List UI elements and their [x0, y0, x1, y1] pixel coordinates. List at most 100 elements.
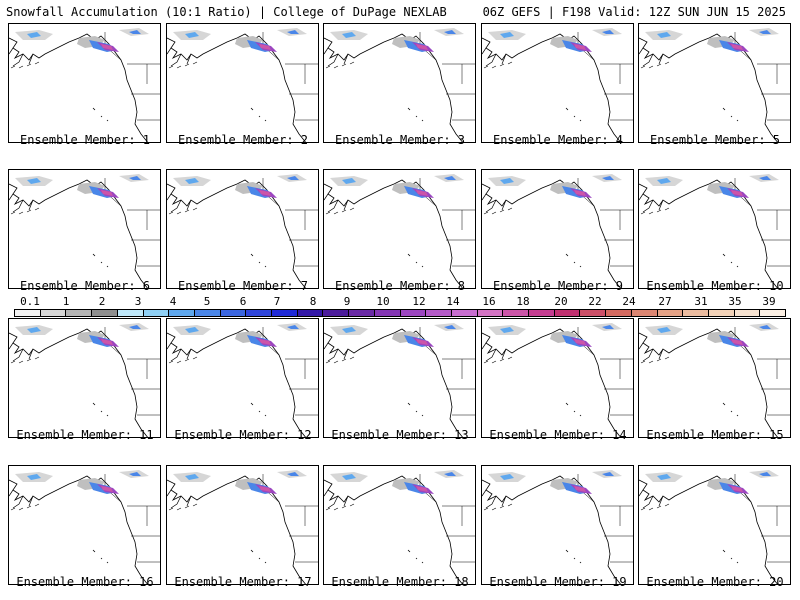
- map-graphic: [482, 170, 634, 289]
- ensemble-member-label: Ensemble Member: 20: [646, 575, 784, 589]
- color-swatch: [40, 310, 67, 316]
- color-swatch: [683, 310, 709, 316]
- map-graphic: [9, 319, 161, 438]
- color-scale-tick-label: 14: [446, 295, 460, 308]
- map-graphic: [482, 319, 634, 438]
- color-swatch: [426, 310, 452, 316]
- ensemble-map-panel: [481, 465, 634, 585]
- color-swatch: [272, 310, 298, 316]
- map-graphic: [9, 170, 161, 289]
- ensemble-member-label: Ensemble Member: 18: [331, 575, 469, 589]
- color-swatch: [143, 310, 170, 316]
- ensemble-map-panel: [8, 23, 161, 143]
- ensemble-member-label: Ensemble Member: 9: [492, 279, 624, 293]
- run-valid-time: 06Z GEFS | F198 Valid: 12Z SUN JUN 15 20…: [482, 5, 786, 19]
- ensemble-member-label: Ensemble Member: 8: [334, 279, 466, 293]
- ensemble-member-label: Ensemble Member: 3: [334, 133, 466, 147]
- color-scale-tick-label: 20: [554, 295, 568, 308]
- map-title: Snowfall Accumulation (10:1 Ratio) | Col…: [6, 5, 447, 19]
- ensemble-map-panel: [323, 23, 476, 143]
- map-graphic: [639, 170, 791, 289]
- map-graphic: [639, 466, 791, 585]
- ensemble-map-panel: [481, 318, 634, 438]
- ensemble-member-label: Ensemble Member: 6: [19, 279, 151, 293]
- ensemble-map-panel: [323, 169, 476, 289]
- ensemble-member-label: Ensemble Member: 5: [649, 133, 781, 147]
- ensemble-member-label: Ensemble Member: 4: [492, 133, 624, 147]
- map-graphic: [324, 24, 476, 143]
- ensemble-map-panel: [638, 318, 791, 438]
- ensemble-member-label: Ensemble Member: 1: [19, 133, 151, 147]
- color-scale-tick-label: 12: [412, 295, 426, 308]
- ensemble-member-label: Ensemble Member: 16: [16, 575, 154, 589]
- color-scale-tick-label: 39: [762, 295, 776, 308]
- color-swatch: [734, 310, 761, 316]
- color-swatch: [246, 310, 273, 316]
- ensemble-member-label: Ensemble Member: 12: [174, 428, 312, 442]
- color-scale-tick-label: 8: [309, 295, 317, 308]
- color-scale-tick-label: 9: [343, 295, 351, 308]
- map-graphic: [9, 24, 161, 143]
- color-scale-tick-label: 3: [134, 295, 142, 308]
- color-swatch: [349, 310, 375, 316]
- map-graphic: [167, 466, 319, 585]
- map-graphic: [324, 170, 476, 289]
- color-scale-tick-label: 35: [728, 295, 742, 308]
- color-scale-tick-label: 1: [62, 295, 70, 308]
- ensemble-map-panel: [481, 23, 634, 143]
- ensemble-map-panel: [166, 169, 319, 289]
- color-swatch: [503, 310, 530, 316]
- ensemble-member-label: Ensemble Member: 11: [16, 428, 154, 442]
- ensemble-member-label: Ensemble Member: 14: [489, 428, 627, 442]
- ensemble-map-panel: [8, 169, 161, 289]
- ensemble-map-panel: [638, 169, 791, 289]
- color-swatch: [631, 310, 658, 316]
- color-swatch: [529, 310, 555, 316]
- color-swatch: [117, 310, 144, 316]
- ensemble-member-label: Ensemble Member: 17: [174, 575, 312, 589]
- color-swatch: [374, 310, 401, 316]
- color-swatch: [297, 310, 324, 316]
- ensemble-member-label: Ensemble Member: 19: [489, 575, 627, 589]
- color-scale-tick-label: 24: [622, 295, 636, 308]
- ensemble-member-label: Ensemble Member: 10: [646, 279, 784, 293]
- color-scale-tick-label: 16: [482, 295, 496, 308]
- color-scale-tick-label: 5: [203, 295, 211, 308]
- color-scale-tick-label: 6: [239, 295, 247, 308]
- ensemble-member-label: Ensemble Member: 2: [177, 133, 309, 147]
- ensemble-map-panel: [8, 465, 161, 585]
- color-swatch: [92, 310, 118, 316]
- map-graphic: [324, 466, 476, 585]
- ensemble-map-panel: [166, 465, 319, 585]
- color-swatch: [451, 310, 478, 316]
- snowfall-color-scale: [14, 309, 786, 317]
- color-scale-tick-label: 0.1: [20, 295, 40, 308]
- color-scale-tick-label: 4: [169, 295, 177, 308]
- ensemble-member-label: Ensemble Member: 15: [646, 428, 784, 442]
- color-swatch: [400, 310, 427, 316]
- color-scale-tick-label: 2: [98, 295, 106, 308]
- color-swatch: [760, 310, 786, 316]
- map-graphic: [482, 24, 634, 143]
- color-swatch: [606, 310, 632, 316]
- color-swatch: [220, 310, 247, 316]
- color-swatch: [169, 310, 195, 316]
- color-swatch: [708, 310, 735, 316]
- color-swatch: [66, 310, 93, 316]
- map-graphic: [324, 319, 476, 438]
- map-graphic: [9, 466, 161, 585]
- color-scale-tick-label: 10: [376, 295, 390, 308]
- color-swatch: [323, 310, 350, 316]
- color-swatch: [657, 310, 684, 316]
- color-swatch: [554, 310, 581, 316]
- ensemble-map-panel: [323, 465, 476, 585]
- map-graphic: [639, 319, 791, 438]
- map-graphic: [167, 24, 319, 143]
- ensemble-map-panel: [8, 318, 161, 438]
- color-swatch: [194, 310, 221, 316]
- color-scale-tick-label: 31: [694, 295, 708, 308]
- ensemble-member-label: Ensemble Member: 13: [331, 428, 469, 442]
- map-graphic: [167, 170, 319, 289]
- color-scale-tick-label: 27: [658, 295, 672, 308]
- map-graphic: [639, 24, 791, 143]
